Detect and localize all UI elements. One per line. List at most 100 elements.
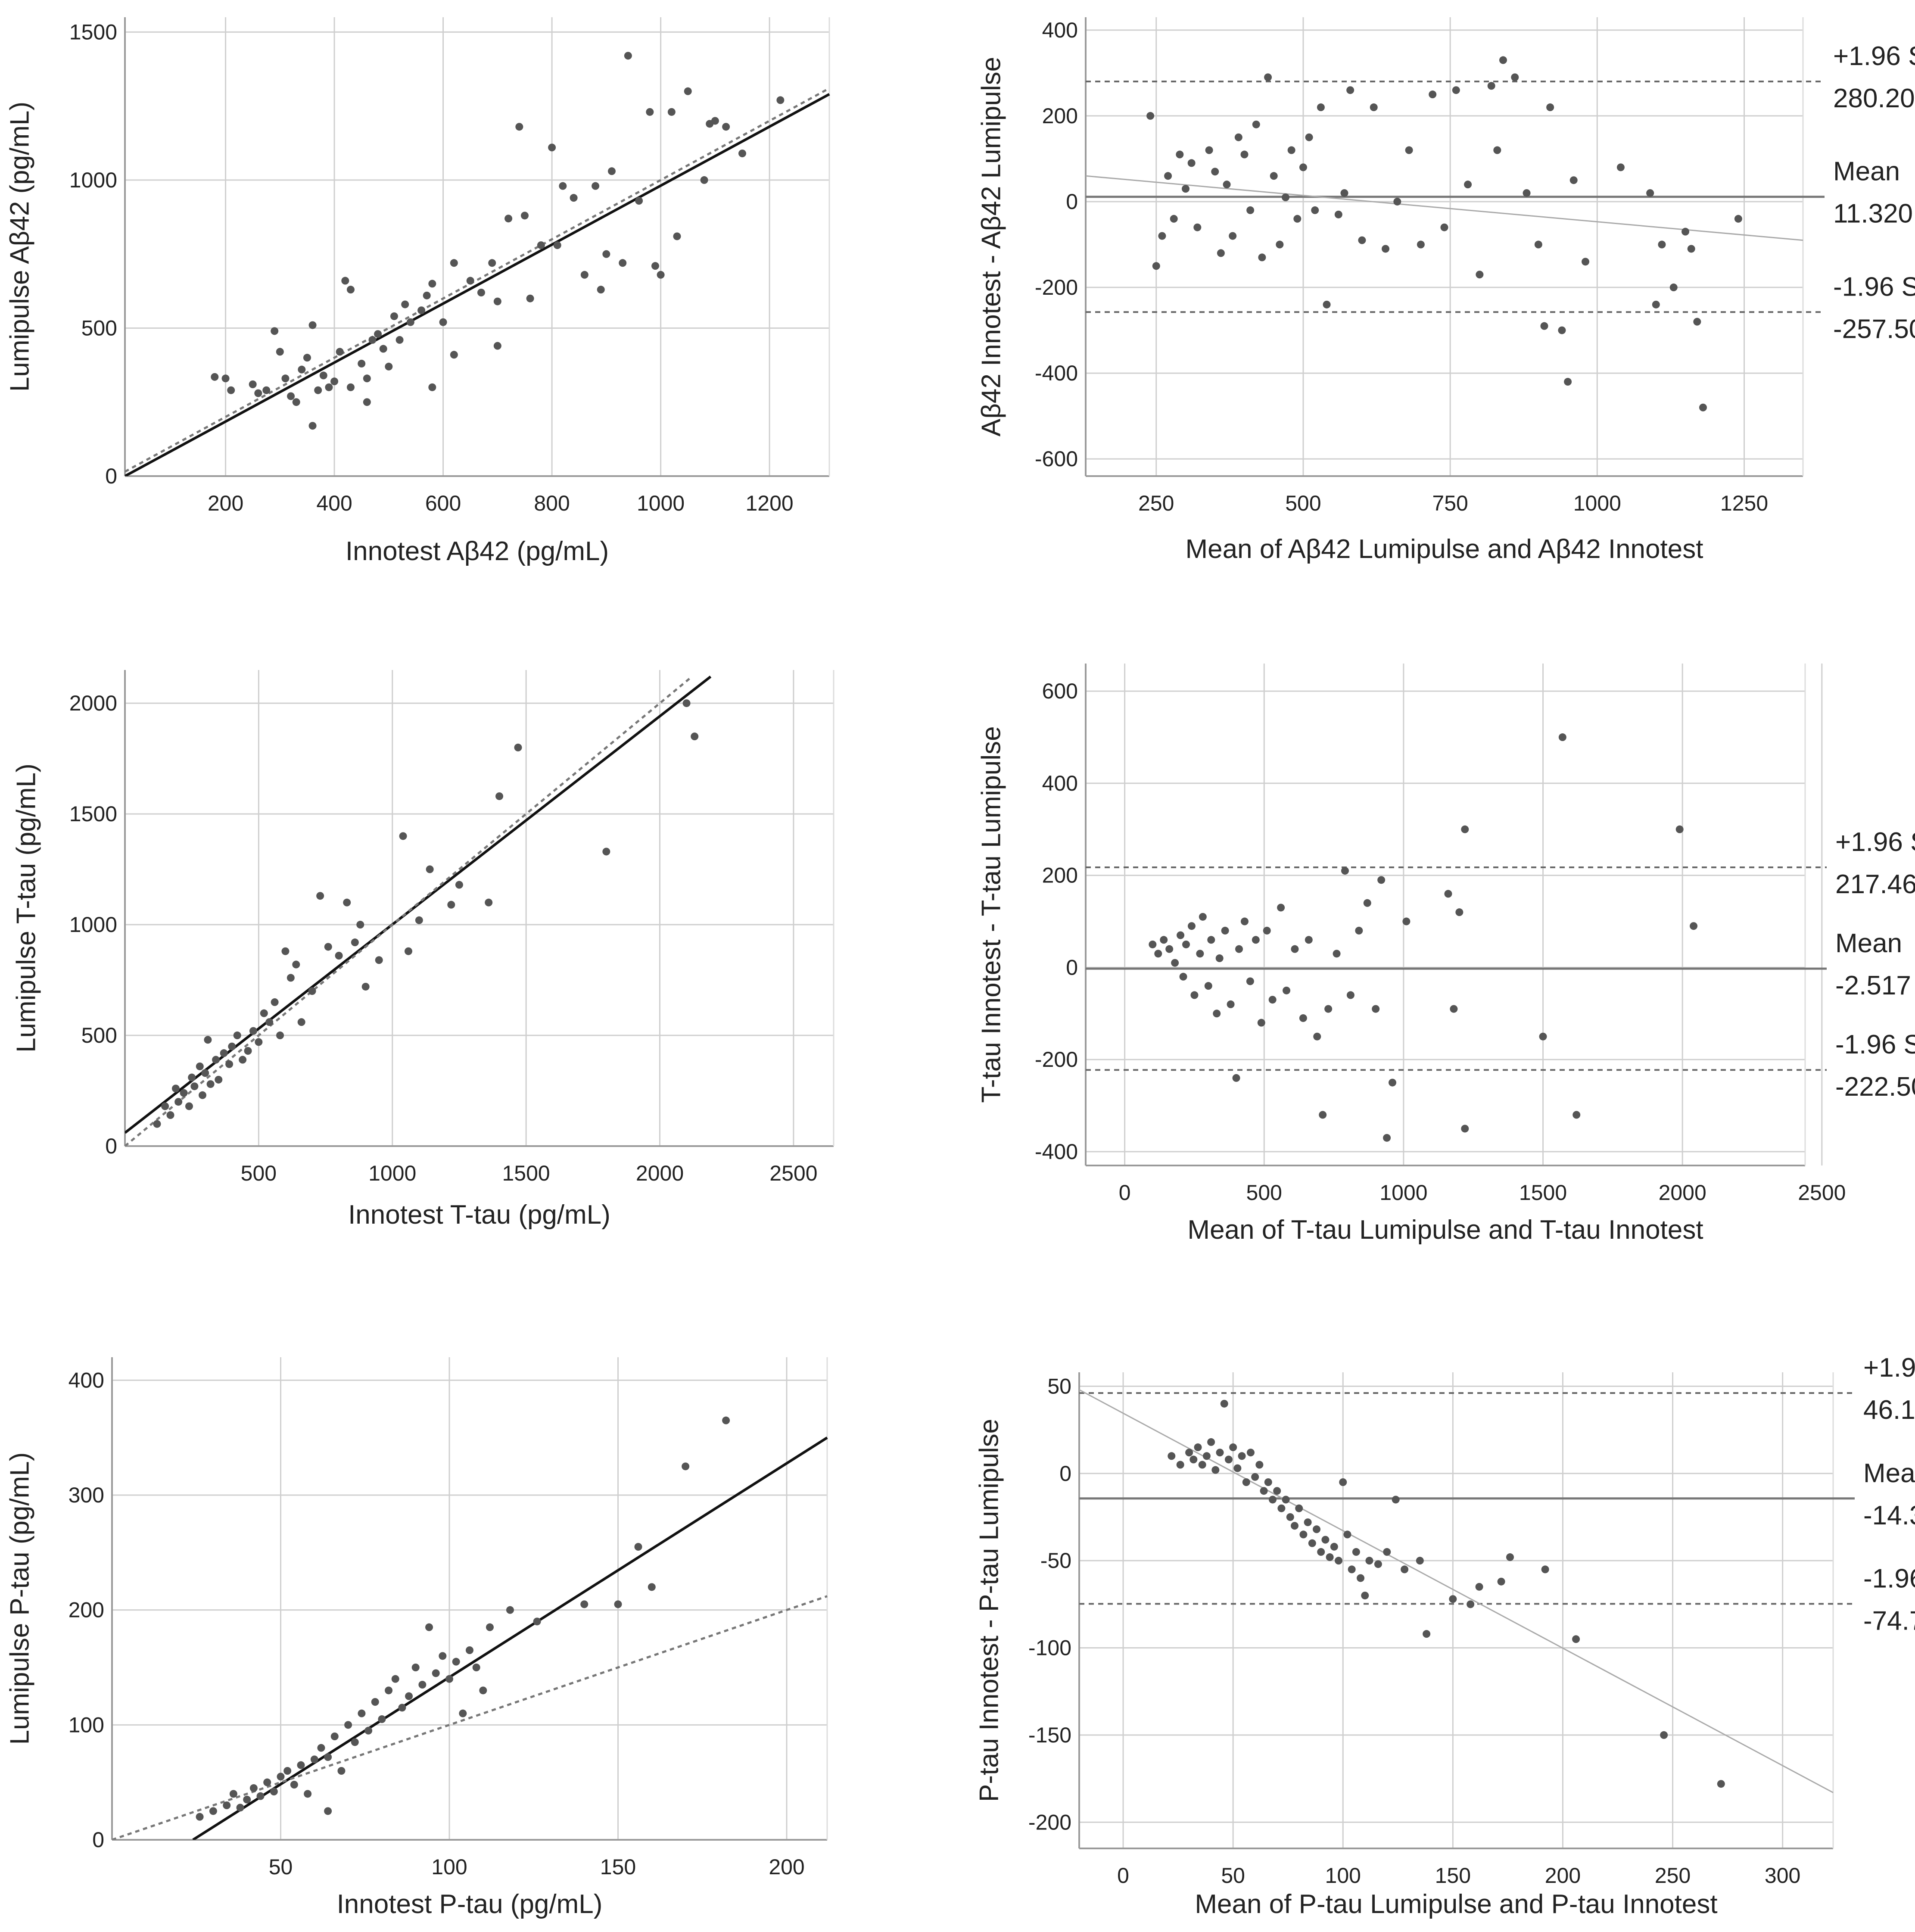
data-point xyxy=(1194,1443,1202,1452)
lower-loa-value: -257.501 xyxy=(1833,314,1915,344)
y-tick-label: 1500 xyxy=(69,20,117,44)
data-point xyxy=(255,1038,263,1046)
data-point xyxy=(1423,1630,1431,1638)
data-point xyxy=(1260,1487,1268,1495)
data-point xyxy=(374,330,382,338)
data-point xyxy=(281,947,290,955)
data-point xyxy=(1190,991,1199,999)
data-point xyxy=(711,117,719,125)
y-tick-label: 1000 xyxy=(69,913,117,937)
data-point xyxy=(526,294,534,302)
data-point xyxy=(1291,945,1299,953)
data-point xyxy=(1193,223,1202,231)
data-point xyxy=(204,1036,212,1044)
x-axis-label: Mean of T-tau Lumipulse and T-tau Innote… xyxy=(1187,1215,1703,1245)
mean-bias-value: 11.320 xyxy=(1833,199,1913,229)
data-point xyxy=(1660,1731,1668,1739)
data-point xyxy=(1223,181,1231,189)
y-tick-label: 200 xyxy=(1042,863,1078,888)
data-point xyxy=(520,212,529,220)
x-tick-label: 750 xyxy=(1432,491,1468,515)
data-point xyxy=(1355,926,1363,935)
x-tick-label: 1500 xyxy=(502,1161,550,1185)
x-tick-label: 2000 xyxy=(636,1161,684,1185)
data-point xyxy=(1176,1461,1184,1469)
data-point xyxy=(1207,936,1215,944)
data-point xyxy=(361,982,370,991)
data-point xyxy=(1382,245,1390,253)
data-point xyxy=(1572,1635,1580,1643)
data-point xyxy=(423,291,431,299)
data-point xyxy=(1299,1530,1308,1539)
data-point xyxy=(537,241,545,249)
data-point xyxy=(260,1009,268,1017)
x-axis-label: Mean of P-tau Lumipulse and P-tau Innote… xyxy=(1195,1889,1717,1919)
data-point xyxy=(1326,1553,1334,1561)
data-point xyxy=(553,241,561,249)
x-tick-label: 200 xyxy=(769,1855,804,1879)
data-point xyxy=(1213,1010,1221,1018)
data-point xyxy=(651,262,659,270)
data-point xyxy=(276,1031,284,1040)
data-point xyxy=(188,1073,196,1081)
x-tick-label: 600 xyxy=(425,491,461,515)
data-point xyxy=(325,383,333,391)
y-axis-label: Aβ42 Innotest - Aβ42 Lumipulse xyxy=(977,57,1006,436)
lower-loa-label: -1.96 SD xyxy=(1833,272,1915,302)
data-point xyxy=(466,1646,473,1654)
x-axis-label: Mean of Aβ42 Lumipulse and Aβ42 Innotest xyxy=(1186,534,1703,564)
mean-bias-value: -14.328 xyxy=(1863,1501,1915,1530)
x-axis-label: Innotest Aβ42 (pg/mL) xyxy=(346,536,609,566)
data-point xyxy=(1311,206,1319,214)
regression-line xyxy=(192,1437,828,1840)
data-point xyxy=(1383,1134,1391,1142)
data-point xyxy=(206,1080,215,1088)
x-tick-label: 1200 xyxy=(746,491,794,515)
data-point xyxy=(239,1056,247,1064)
data-point xyxy=(722,1416,730,1424)
data-point xyxy=(1246,206,1255,214)
data-point xyxy=(1339,1478,1347,1486)
data-point xyxy=(1252,120,1260,128)
data-point xyxy=(215,1075,223,1084)
data-point xyxy=(1461,1125,1469,1133)
data-point xyxy=(722,123,730,131)
data-point xyxy=(185,1102,193,1110)
data-point xyxy=(580,1600,589,1608)
data-point xyxy=(1273,1487,1281,1495)
data-point xyxy=(358,1709,366,1717)
data-point xyxy=(243,1795,251,1804)
data-point xyxy=(667,108,676,116)
data-point xyxy=(602,250,610,258)
data-point xyxy=(506,1606,514,1614)
data-point xyxy=(1211,1466,1220,1474)
data-point xyxy=(303,354,311,362)
data-point xyxy=(1383,1548,1391,1556)
data-point xyxy=(1216,1449,1224,1457)
data-point xyxy=(324,1753,332,1761)
x-tick-label: 50 xyxy=(1221,1863,1245,1888)
data-point xyxy=(201,1069,209,1077)
data-point xyxy=(314,386,322,394)
data-point xyxy=(1146,112,1155,120)
data-point xyxy=(1352,1548,1360,1556)
upper-loa-value: 46.112 xyxy=(1863,1395,1915,1425)
x-tick-label: 0 xyxy=(1117,1863,1129,1888)
data-point xyxy=(1258,253,1266,262)
data-point xyxy=(1233,1464,1242,1472)
data-point xyxy=(174,1098,183,1106)
ptau-bland-altman: 0 50 100 150 200 250 300 50 0 -50 -100 -150 -200 Mean… xyxy=(975,1353,1915,1919)
data-point xyxy=(1282,193,1290,202)
data-point xyxy=(1558,326,1566,334)
data-point xyxy=(379,345,387,353)
data-point xyxy=(447,901,455,909)
data-point xyxy=(607,167,616,175)
data-point xyxy=(614,1600,622,1608)
data-point xyxy=(1417,240,1425,249)
y-tick-label: 0 xyxy=(105,464,117,488)
data-point xyxy=(1268,996,1277,1004)
data-point xyxy=(406,318,414,326)
data-point xyxy=(330,1733,339,1740)
data-point xyxy=(346,383,355,391)
data-point xyxy=(375,956,383,964)
